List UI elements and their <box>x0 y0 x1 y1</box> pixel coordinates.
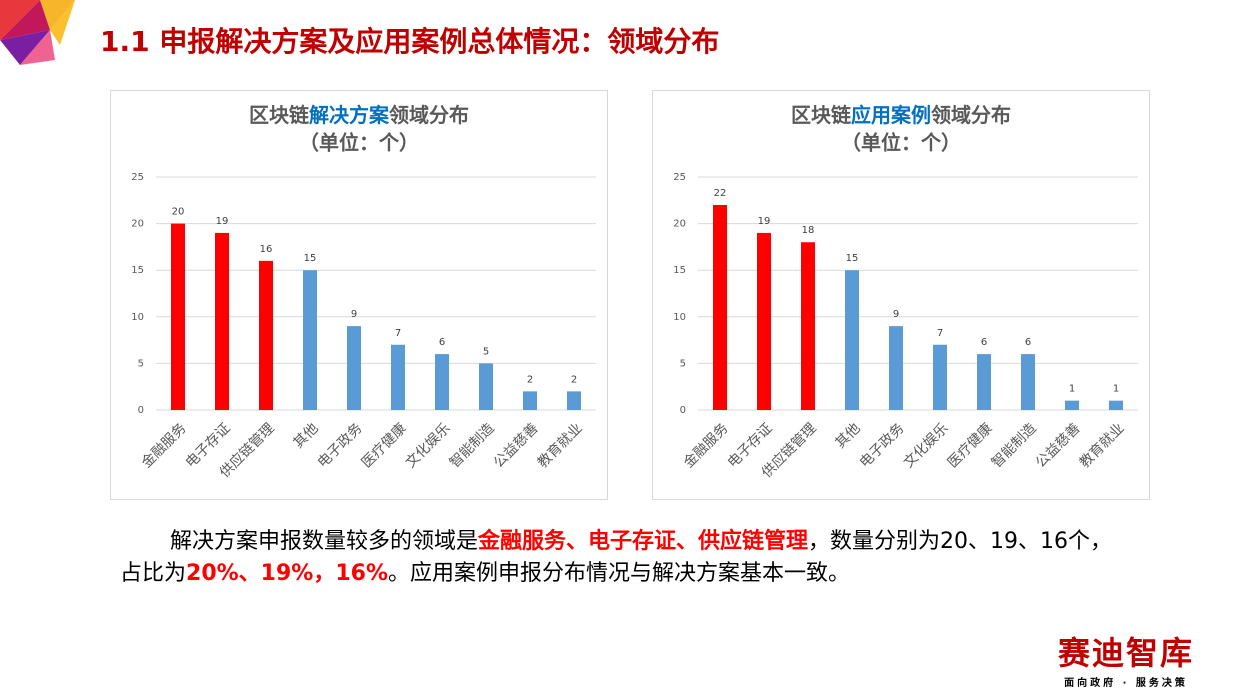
x-tick-label: 文化娱乐 <box>901 420 952 471</box>
bar <box>713 204 727 410</box>
chart-title-part: 领域分布 <box>389 103 469 127</box>
x-tick-label: 教育就业 <box>535 420 586 471</box>
chart-frame: 区块链应用案例领域分布 （单位：个） 0 5 10 15 20 25 22 金融服务 19 电子存证 1… <box>652 90 1150 500</box>
x-tick-label: 文化娱乐 <box>403 420 454 471</box>
x-tick-label: 公益慈善 <box>1033 420 1084 471</box>
body-text: 解决方案申报数量较多的领域是金融服务、电子存证、供应链管理，数量分别为20、19… <box>120 526 1120 590</box>
value-label: 19 <box>758 216 771 227</box>
chart-title: 区块链应用案例领域分布 <box>791 103 1011 127</box>
value-label: 6 <box>1025 337 1031 348</box>
bar <box>1065 400 1079 410</box>
x-tick-label: 智能制造 <box>447 420 498 471</box>
y-tick-label: 15 <box>673 265 686 276</box>
chart-subtitle: （单位：个） <box>299 131 419 155</box>
x-tick-label: 其他 <box>291 420 322 451</box>
bar <box>215 232 229 410</box>
body-segment: 。应用案例申报分布情况与解决方案基本一致。 <box>388 561 851 586</box>
bar <box>391 344 405 410</box>
value-label: 15 <box>304 253 317 264</box>
y-tick-label: 0 <box>138 405 144 416</box>
x-tick-label: 金融服务 <box>139 420 190 471</box>
y-tick-label: 15 <box>131 265 144 276</box>
x-tick-label: 金融服务 <box>681 420 732 471</box>
logo-name: 赛迪智库 <box>1058 634 1195 672</box>
value-label: 16 <box>260 244 273 255</box>
value-label: 1 <box>1069 384 1075 395</box>
y-tick-label: 5 <box>138 358 144 369</box>
bar <box>845 270 859 410</box>
logo: 赛迪智库 面向政府 · 服务决策 <box>1058 628 1194 689</box>
bar <box>259 260 273 410</box>
body-segment: 金融服务、电子存证、供应链管理 <box>478 529 809 554</box>
x-tick-label: 电子政务 <box>315 420 366 471</box>
value-label: 6 <box>981 337 987 348</box>
value-label: 18 <box>802 225 815 236</box>
y-tick-label: 10 <box>673 312 686 323</box>
bar <box>479 363 493 410</box>
bar <box>347 326 361 410</box>
value-label: 5 <box>483 346 489 357</box>
y-tick-label: 20 <box>131 219 144 230</box>
value-label: 7 <box>395 328 401 339</box>
chart-title-part: 区块链 <box>791 103 852 127</box>
chart-frame: 区块链解决方案领域分布 （单位：个） 0 5 10 15 20 25 20 金融服务 19 电子存证 1… <box>110 90 608 500</box>
y-tick-label: 10 <box>131 312 144 323</box>
x-tick-label: 医疗健康 <box>358 420 410 472</box>
x-tick-label: 医疗健康 <box>944 420 996 472</box>
value-label: 22 <box>714 188 727 199</box>
bar <box>977 354 991 410</box>
chart-title-part: 领域分布 <box>931 103 1011 127</box>
bar <box>435 354 449 410</box>
bar <box>171 223 185 410</box>
slide-title: 1.1 申报解决方案及应用案例总体情况：领域分布 <box>100 25 720 58</box>
bar <box>1109 400 1123 410</box>
chart-title-part: 应用案例 <box>851 103 931 127</box>
chart: 区块链解决方案领域分布（单位：个）051015202520金融服务19电子存证1… <box>131 103 596 481</box>
chart-title-part: 解决方案 <box>309 103 390 127</box>
logo-slogan: 面向政府 · 服务决策 <box>1064 678 1188 689</box>
y-tick-label: 25 <box>673 172 686 183</box>
value-label: 7 <box>937 328 943 339</box>
y-tick-label: 0 <box>680 405 686 416</box>
chart-title: 区块链解决方案领域分布 <box>249 103 469 127</box>
value-label: 19 <box>216 216 229 227</box>
value-label: 15 <box>846 253 859 264</box>
bar <box>303 270 317 410</box>
value-label: 6 <box>439 337 445 348</box>
bar <box>1021 354 1035 410</box>
value-label: 9 <box>893 309 899 320</box>
body-segment: 解决方案申报数量较多的领域是 <box>170 529 479 554</box>
chart-title-part: 区块链 <box>249 103 310 127</box>
x-tick-label: 公益慈善 <box>491 420 542 471</box>
bar <box>889 326 903 410</box>
value-label: 20 <box>172 207 185 218</box>
x-tick-label: 智能制造 <box>989 420 1040 471</box>
y-tick-label: 5 <box>680 358 686 369</box>
bar <box>567 391 581 410</box>
value-label: 2 <box>527 374 533 385</box>
corner-decoration <box>0 0 75 65</box>
x-tick-label: 其他 <box>833 420 864 451</box>
bar <box>933 344 947 410</box>
x-tick-label: 电子政务 <box>857 420 908 471</box>
x-tick-label: 教育就业 <box>1077 420 1128 471</box>
value-label: 9 <box>351 309 357 320</box>
y-tick-label: 20 <box>673 219 686 230</box>
value-label: 2 <box>571 374 577 385</box>
chart-subtitle: （单位：个） <box>841 131 961 155</box>
y-tick-label: 25 <box>131 172 144 183</box>
value-label: 1 <box>1113 384 1119 395</box>
bar <box>801 242 815 410</box>
body-segment: ，数量分别为20、19、16个，占比为 <box>120 529 1113 586</box>
body-segment: 20%、19%，16% <box>186 561 388 586</box>
bar <box>757 232 771 410</box>
bar <box>523 391 537 410</box>
chart: 区块链应用案例领域分布（单位：个）051015202522金融服务19电子存证1… <box>673 103 1138 481</box>
